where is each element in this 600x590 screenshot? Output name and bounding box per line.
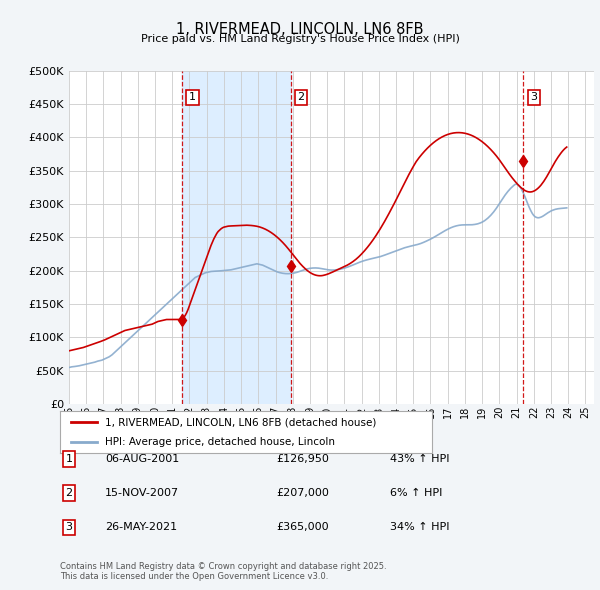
Text: 3: 3 — [530, 93, 538, 103]
Text: 1, RIVERMEAD, LINCOLN, LN6 8FB: 1, RIVERMEAD, LINCOLN, LN6 8FB — [176, 22, 424, 37]
Text: £126,950: £126,950 — [276, 454, 329, 464]
Text: 2: 2 — [65, 489, 73, 498]
Text: 15-NOV-2007: 15-NOV-2007 — [105, 489, 179, 498]
Text: Contains HM Land Registry data © Crown copyright and database right 2025.: Contains HM Land Registry data © Crown c… — [60, 562, 386, 571]
Text: 2: 2 — [298, 93, 305, 103]
Text: 3: 3 — [65, 523, 73, 532]
Text: 6% ↑ HPI: 6% ↑ HPI — [390, 489, 442, 498]
Text: 1, RIVERMEAD, LINCOLN, LN6 8FB (detached house): 1, RIVERMEAD, LINCOLN, LN6 8FB (detached… — [104, 417, 376, 427]
Bar — [182, 71, 291, 404]
Text: 34% ↑ HPI: 34% ↑ HPI — [390, 523, 449, 532]
Text: 26-MAY-2021: 26-MAY-2021 — [105, 523, 177, 532]
Text: £207,000: £207,000 — [276, 489, 329, 498]
Text: £365,000: £365,000 — [276, 523, 329, 532]
Text: This data is licensed under the Open Government Licence v3.0.: This data is licensed under the Open Gov… — [60, 572, 328, 581]
Text: 43% ↑ HPI: 43% ↑ HPI — [390, 454, 449, 464]
Text: 1: 1 — [189, 93, 196, 103]
Text: 1: 1 — [65, 454, 73, 464]
Text: 06-AUG-2001: 06-AUG-2001 — [105, 454, 179, 464]
Text: HPI: Average price, detached house, Lincoln: HPI: Average price, detached house, Linc… — [104, 437, 335, 447]
Text: Price paid vs. HM Land Registry's House Price Index (HPI): Price paid vs. HM Land Registry's House … — [140, 34, 460, 44]
